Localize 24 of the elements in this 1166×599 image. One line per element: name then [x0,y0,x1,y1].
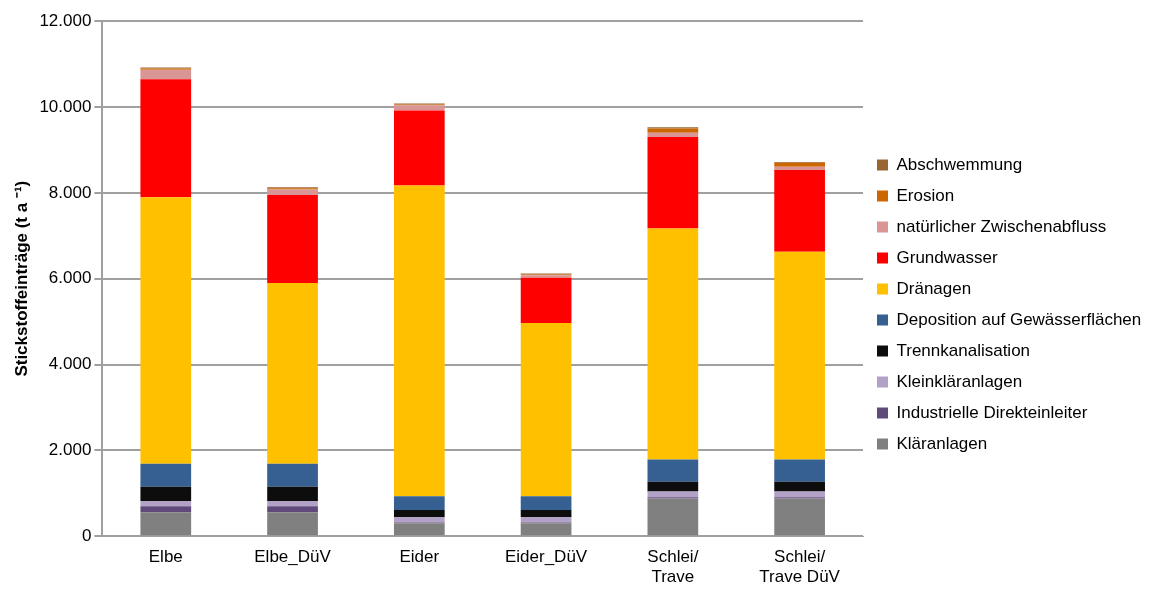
y-tick-label: 12.000 [39,10,92,30]
legend-label: Kleinkläranlagen [896,371,1023,391]
legend-label: natürlicher Zwischenabfluss [896,216,1107,236]
x-tick-label: Eider_DüV [504,547,588,567]
legend-label: Trennkanalisation [896,340,1031,360]
y-tick-label: 6.000 [48,268,92,288]
y-tick-label: 4.000 [48,354,92,374]
legend-label: Deposition auf Gewässerflächen [896,309,1142,329]
x-tick-label: Elbe [148,547,183,567]
x-tick-label: Eider [399,547,440,567]
legend-label: Kläranlagen [896,433,988,453]
legend-label: Erosion [896,185,955,205]
y-tick-label: 8.000 [48,182,92,202]
x-tick-label: Schlei/Trave DüV [759,547,841,587]
x-tick-label: Schlei/Trave [647,547,699,587]
y-tick-label: 10.000 [39,96,92,116]
y-tick-label: 0 [81,525,92,545]
legend-label: Industrielle Direkteinleiter [896,402,1088,422]
y-axis-title: Stickstoffeinträge (t a ⁻¹) [11,180,31,377]
y-tick-label: 2.000 [48,440,92,460]
legend-label: Dränagen [896,278,972,298]
legend-label: Grundwasser [896,247,998,267]
x-tick-label: Elbe_DüV [254,547,332,567]
legend-label: Abschwemmung [896,154,1023,174]
